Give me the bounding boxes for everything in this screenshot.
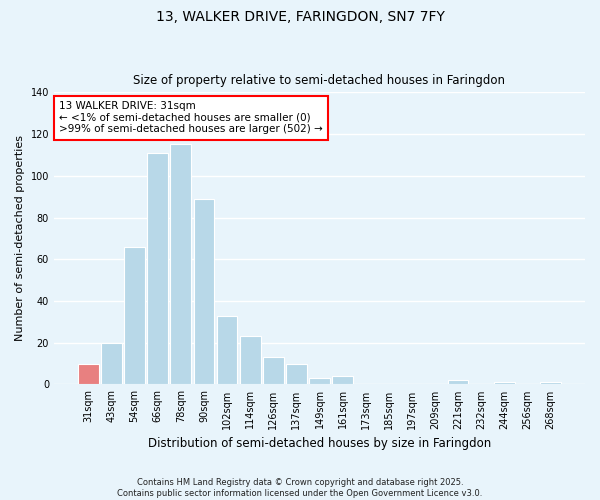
Bar — [148, 153, 168, 384]
Y-axis label: Number of semi-detached properties: Number of semi-detached properties — [15, 136, 25, 342]
Bar — [540, 382, 561, 384]
Bar — [217, 316, 238, 384]
Bar — [332, 376, 353, 384]
Bar — [124, 246, 145, 384]
Bar — [448, 380, 469, 384]
Bar — [494, 382, 515, 384]
Bar — [170, 144, 191, 384]
Bar — [263, 358, 284, 384]
Bar — [194, 198, 214, 384]
Bar — [286, 364, 307, 384]
X-axis label: Distribution of semi-detached houses by size in Faringdon: Distribution of semi-detached houses by … — [148, 437, 491, 450]
Text: Contains HM Land Registry data © Crown copyright and database right 2025.
Contai: Contains HM Land Registry data © Crown c… — [118, 478, 482, 498]
Title: Size of property relative to semi-detached houses in Faringdon: Size of property relative to semi-detach… — [133, 74, 505, 87]
Bar — [309, 378, 330, 384]
Bar — [78, 364, 99, 384]
Bar — [240, 336, 260, 384]
Text: 13 WALKER DRIVE: 31sqm
← <1% of semi-detached houses are smaller (0)
>99% of sem: 13 WALKER DRIVE: 31sqm ← <1% of semi-det… — [59, 101, 323, 134]
Text: 13, WALKER DRIVE, FARINGDON, SN7 7FY: 13, WALKER DRIVE, FARINGDON, SN7 7FY — [155, 10, 445, 24]
Bar — [101, 342, 122, 384]
